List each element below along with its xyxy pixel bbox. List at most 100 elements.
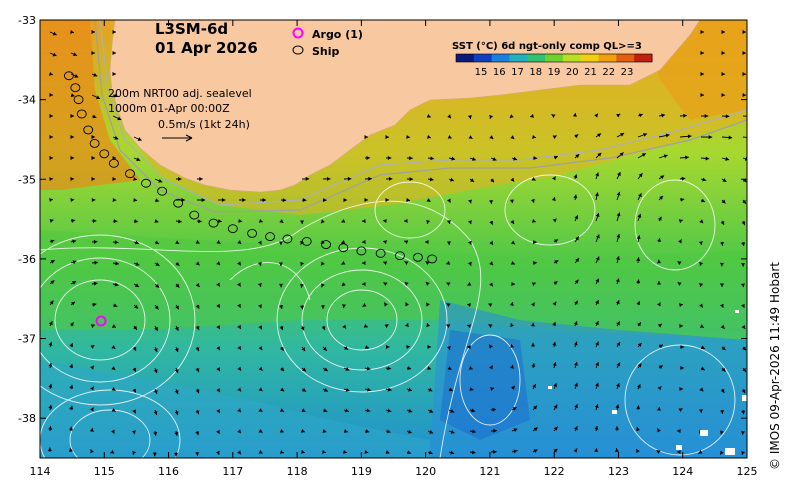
velocity-arrow	[112, 135, 119, 140]
ship-position-marker	[227, 224, 238, 234]
velocity-arrow	[48, 383, 53, 390]
velocity-arrow	[258, 450, 263, 454]
velocity-arrow	[196, 197, 206, 202]
velocity-arrow	[91, 135, 96, 140]
velocity-arrow	[427, 134, 432, 139]
velocity-arrow	[573, 321, 578, 327]
velocity-arrow	[90, 386, 95, 391]
velocity-arrow	[49, 300, 54, 306]
velocity-arrow	[280, 387, 285, 392]
ship-position-marker	[247, 228, 258, 238]
velocity-arrow	[91, 302, 97, 307]
velocity-arrow	[594, 425, 599, 432]
velocity-arrow	[679, 176, 686, 181]
velocity-arrow	[426, 322, 431, 328]
velocity-arrow	[195, 240, 200, 244]
velocity-arrow	[406, 429, 412, 434]
velocity-arrow	[322, 449, 327, 454]
velocity-arrow	[510, 240, 516, 245]
velocity-arrow	[279, 325, 284, 331]
velocity-arrow	[468, 135, 473, 140]
colorbar-title: SST (°C) 6d ngt-only comp QL>=3	[452, 41, 642, 52]
velocity-arrow	[467, 240, 472, 245]
velocity-arrow	[489, 135, 494, 140]
velocity-arrow	[700, 71, 705, 76]
velocity-arrow	[509, 114, 514, 119]
velocity-arrow	[341, 282, 346, 287]
colorbar-swatch	[473, 54, 493, 62]
velocity-arrow	[237, 408, 242, 413]
ship-position-marker	[265, 232, 276, 242]
velocity-arrow	[237, 345, 242, 351]
velocity-arrow	[699, 261, 704, 266]
velocity-arrow	[257, 261, 262, 266]
mid-latitude-band	[40, 230, 747, 340]
velocity-arrow	[257, 282, 262, 288]
velocity-arrow	[679, 365, 684, 370]
velocity-arrow	[446, 241, 451, 246]
velocity-arrow	[719, 450, 724, 455]
velocity-arrow	[427, 177, 434, 182]
velocity-arrow	[636, 279, 641, 285]
velocity-arrow	[552, 321, 557, 327]
velocity-arrow	[112, 261, 120, 266]
velocity-arrow	[637, 342, 642, 348]
y-tick-label: -38	[18, 412, 36, 425]
velocity-arrow	[69, 322, 74, 327]
velocity-arrow	[131, 430, 136, 435]
colorbar-swatch	[527, 54, 546, 62]
colorbar-swatch	[562, 54, 582, 62]
plot-frame	[39, 19, 748, 459]
velocity-arrow	[279, 241, 284, 246]
velocity-arrow	[341, 239, 346, 244]
velocity-arrow	[678, 407, 683, 412]
velocity-arrow	[385, 345, 390, 349]
velocity-arrow	[426, 366, 432, 370]
velocity-arrow	[237, 450, 242, 455]
velocity-arrow	[154, 178, 163, 183]
velocity-arrow	[594, 403, 599, 411]
ship-position-marker	[189, 210, 200, 220]
velocity-arrow	[574, 236, 580, 243]
velocity-arrow	[48, 320, 53, 327]
velocity-arrow	[720, 241, 725, 246]
x-tick-label: 118	[287, 465, 308, 478]
velocity-arrow	[721, 92, 726, 97]
velocity-arrow	[721, 135, 733, 140]
velocity-arrow	[175, 261, 180, 267]
velocity-arrow	[364, 345, 370, 350]
velocity-arrow	[467, 282, 472, 286]
y-tick-label: -36	[18, 253, 36, 266]
velocity-arrow	[68, 447, 73, 453]
velocity-arrow	[637, 363, 642, 369]
cloud-gaps	[548, 310, 747, 455]
velocity-arrow	[195, 451, 200, 456]
velocity-arrow	[595, 152, 602, 159]
velocity-arrow	[174, 451, 179, 457]
y-tick-label: -35	[18, 173, 36, 186]
velocity-arrow	[153, 430, 158, 436]
argo-legend-label: Argo (1)	[312, 28, 363, 41]
velocity-arrow	[112, 29, 117, 34]
velocity-arrow	[510, 135, 515, 140]
velocity-arrow	[112, 93, 118, 98]
velocity-arrow	[153, 388, 158, 395]
cool-water-west	[40, 360, 430, 458]
velocity-arrow	[616, 341, 621, 348]
velocity-arrow	[700, 366, 706, 371]
velocity-arrow	[741, 220, 746, 226]
velocity-arrow	[90, 344, 95, 349]
velocity-arrow	[322, 346, 328, 352]
velocity-arrow	[49, 239, 55, 244]
velocity-arrow	[574, 382, 578, 390]
velocity-arrow	[679, 134, 692, 139]
velocity-arrow	[741, 241, 746, 247]
velocity-arrow	[385, 429, 391, 434]
velocity-arrow	[322, 367, 329, 372]
velocity-arrow	[657, 259, 662, 264]
velocity-arrow	[595, 133, 602, 138]
velocity-arrow	[741, 324, 746, 330]
velocity-arrow	[721, 114, 730, 119]
ship-track	[63, 71, 438, 264]
velocity-arrow	[511, 281, 516, 286]
